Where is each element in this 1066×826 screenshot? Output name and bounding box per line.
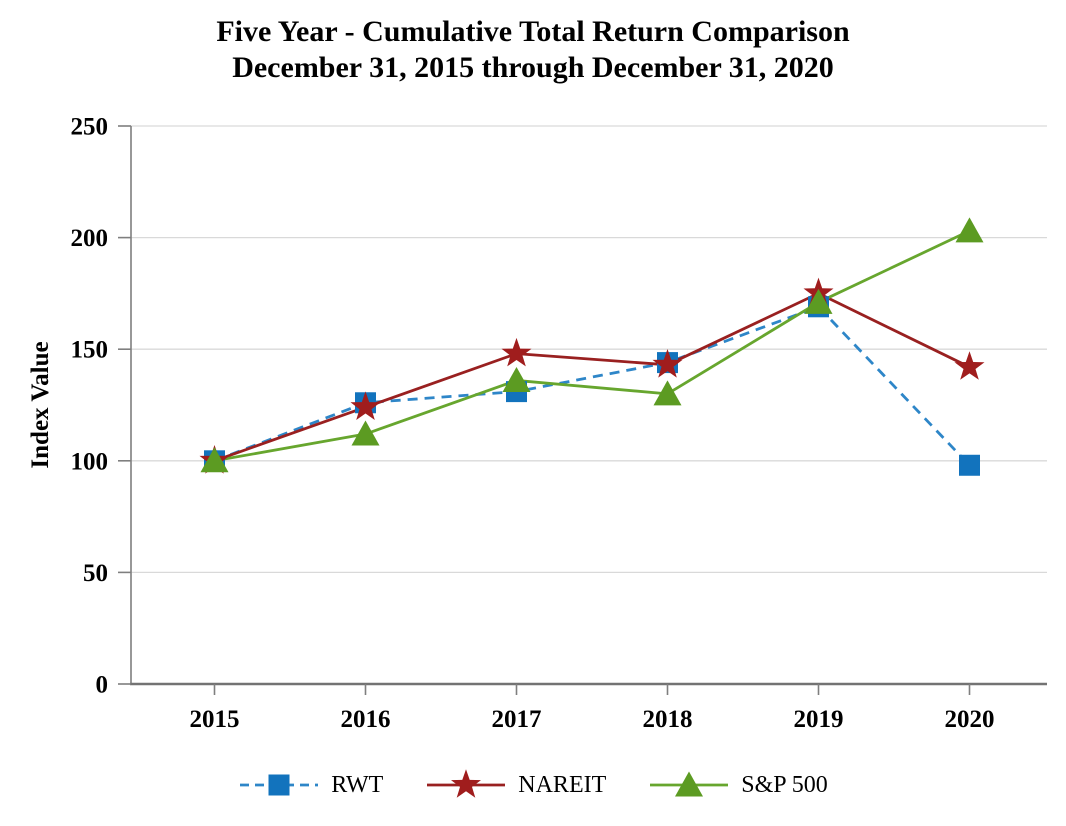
y-tick-label-250: 250 [71,114,109,141]
y-tick-label-200: 200 [71,225,109,252]
legend: RWT NAREIT S&P 500 [0,758,1066,812]
S&P 500-marker-2018 [653,380,682,406]
S&P 500-marker-2017 [502,366,531,392]
x-tick-label-2019: 2019 [794,706,844,733]
S&P 500-marker-2019 [804,288,833,314]
x-tick-label-2020: 2020 [945,706,995,733]
chart-title-block: Five Year - Cumulative Total Return Comp… [0,14,1066,86]
RWT-legend-marker [268,774,290,796]
NAREIT-marker-2017 [501,337,532,367]
S&P 500-legend-marker [675,771,704,797]
RWT-marker-2020 [959,454,980,476]
rwt-marker-icon [240,774,319,796]
legend-label-rwt: RWT [331,771,384,798]
chart-title: Five Year - Cumulative Total Return Comp… [216,15,850,48]
legend-label-nareit: NAREIT [518,771,607,798]
NAREIT-legend-marker [451,769,482,798]
NAREIT-marker-2016 [350,391,381,420]
y-tick-label-100: 100 [71,448,109,475]
x-tick-label-2016: 2016 [341,706,391,733]
legend-item-sp500: S&P 500 [648,768,828,802]
sp500-marker-icon [650,771,729,797]
y-tick-label-50: 50 [83,560,108,587]
legend-label-sp500: S&P 500 [741,771,828,798]
y-tick-label-150: 150 [71,337,109,364]
RWT-line [213,305,971,467]
legend-item-rwt: RWT [238,768,383,802]
nareit-marker-icon [427,769,506,798]
S&P 500-line [214,229,971,463]
S&P 500-marker-2015 [200,447,229,473]
y-tick-label-0: 0 [96,672,109,699]
S&P 500-marker-2020 [955,217,984,243]
NAREIT-marker-2018 [652,349,683,378]
chart-subtitle: December 31, 2015 through December 31, 2… [232,51,834,84]
x-tick-label-2015: 2015 [190,706,240,733]
legend-item-nareit: NAREIT [425,768,606,802]
NAREIT-line [214,291,971,463]
NAREIT-marker-2020 [954,351,985,380]
x-tick-label-2017: 2017 [492,706,542,733]
S&P 500-marker-2016 [351,420,380,446]
x-tick-label-2018: 2018 [643,706,693,733]
